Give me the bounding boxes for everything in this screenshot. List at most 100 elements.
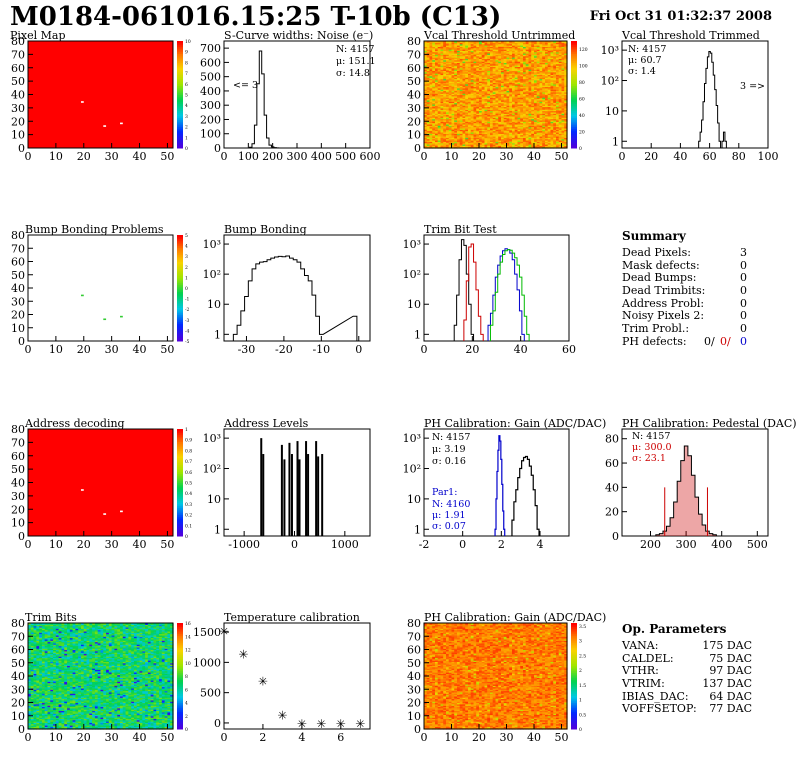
stat-sigma: σ: 0.16: [432, 456, 466, 467]
heatmap-cell: [448, 81, 453, 84]
heatmap-cell: [435, 118, 439, 121]
heatmap-cell: [451, 94, 455, 97]
heatmap-cell: [30, 658, 35, 661]
colorbar-tick-label: 0.7: [185, 459, 192, 465]
heatmap-cell: [426, 143, 431, 146]
heatmap-cell: [443, 54, 447, 57]
heatmap-cell: [490, 81, 494, 84]
heatmap-cell: [512, 106, 516, 109]
heatmap-cell: [561, 125, 565, 128]
heatmap-cell: [429, 70, 433, 73]
heatmap-cell: [465, 127, 469, 130]
heatmap-cell: [479, 118, 483, 121]
colorbar-segment: [177, 275, 183, 278]
heatmap-cell: [564, 85, 568, 88]
x-tick-label: 60: [562, 343, 576, 356]
heatmap-cell: [487, 141, 491, 144]
heatmap-cell: [437, 89, 442, 92]
heatmap-cell: [536, 125, 541, 128]
heatmap-cell: [28, 632, 32, 635]
heatmap-cell: [506, 55, 510, 58]
heatmap-cell: [424, 139, 428, 142]
heatmap-cell: [454, 127, 458, 130]
heatmap-cell: [542, 78, 546, 81]
heatmap-cell: [545, 79, 549, 82]
heatmap-cell: [484, 43, 488, 46]
heatmap-cell: [468, 65, 472, 68]
heatmap-cell: [429, 58, 433, 61]
heatmap-cell: [476, 105, 480, 108]
heatmap-cell: [520, 101, 524, 104]
heatmap-cell: [520, 107, 524, 110]
heatmap-cell: [517, 111, 521, 114]
colorbar-segment: [571, 48, 577, 51]
heatmap-cell: [501, 67, 505, 70]
heatmap-cell: [539, 81, 543, 84]
heatmap-cell: [448, 130, 453, 133]
heatmap-cell: [542, 94, 546, 97]
heatmap-cell: [539, 85, 543, 88]
colorbar-tick-label: 100: [579, 64, 588, 70]
heatmap-cell: [564, 91, 568, 94]
heatmap-cell: [432, 50, 436, 53]
heatmap-cell: [437, 79, 442, 82]
heatmap-cell: [503, 54, 508, 57]
heatmap-cell: [534, 63, 538, 66]
heatmap-cell: [429, 53, 433, 55]
heatmap-cell: [498, 49, 502, 51]
heatmap-cell: [523, 79, 527, 82]
heatmap-cell: [440, 82, 444, 85]
heatmap-cell: [484, 134, 488, 137]
heatmap-cell: [432, 53, 436, 55]
heatmap-cell: [498, 134, 502, 137]
heatmap-cell: [28, 652, 32, 655]
heatmap-cell: [536, 110, 541, 113]
heatmap-cell: [506, 93, 510, 96]
heatmap-cell: [429, 81, 433, 84]
heatmap-cell: [506, 101, 510, 104]
heatmap-cell: [495, 117, 499, 120]
heatmap-cell: [525, 121, 530, 124]
heatmap-cell: [539, 139, 543, 142]
heatmap-cell: [476, 102, 480, 105]
heatmap-cell: [550, 101, 554, 104]
heatmap-cell: [440, 75, 444, 78]
heatmap-cell: [426, 45, 431, 47]
heatmap-cell: [446, 42, 450, 45]
heatmap-cell: [446, 85, 450, 88]
heatmap-cell: [454, 66, 458, 69]
heatmap-cell: [542, 129, 546, 132]
heatmap-cell: [547, 106, 552, 109]
heatmap-cell: [498, 75, 502, 78]
heatmap-cell: [435, 43, 439, 46]
heatmap-cell: [33, 705, 37, 708]
heatmap-cell: [495, 138, 499, 141]
heatmap-cell: [454, 57, 458, 59]
heatmap-cell: [454, 90, 458, 93]
heatmap-cell: [435, 110, 439, 113]
heatmap-cell: [542, 69, 546, 72]
heatmap-cell: [539, 111, 543, 114]
heatmap-cell: [523, 98, 527, 101]
heatmap-cell: [545, 53, 549, 55]
heatmap-cell: [33, 711, 37, 714]
heatmap-cell: [492, 79, 497, 82]
heatmap-cell: [561, 143, 565, 146]
colorbar-segment: [177, 74, 183, 78]
heatmap-cell: [517, 55, 521, 58]
heatmap-cell: [432, 69, 436, 72]
heatmap-cell: [547, 107, 552, 110]
heatmap-cell: [561, 106, 565, 109]
heatmap-cell: [520, 61, 524, 63]
heatmap-cell: [506, 130, 510, 133]
heatmap-cell: [528, 77, 532, 80]
heatmap-cell: [465, 57, 469, 59]
heatmap-cell: [454, 79, 458, 82]
heatmap-cell: [459, 94, 464, 97]
heatmap-cell: [476, 143, 480, 146]
heatmap-cell: [514, 77, 519, 80]
heatmap-cell: [503, 134, 508, 137]
x-tick-label: 40: [133, 343, 147, 356]
heatmap-cell: [470, 94, 475, 97]
heatmap-cell: [531, 114, 535, 117]
